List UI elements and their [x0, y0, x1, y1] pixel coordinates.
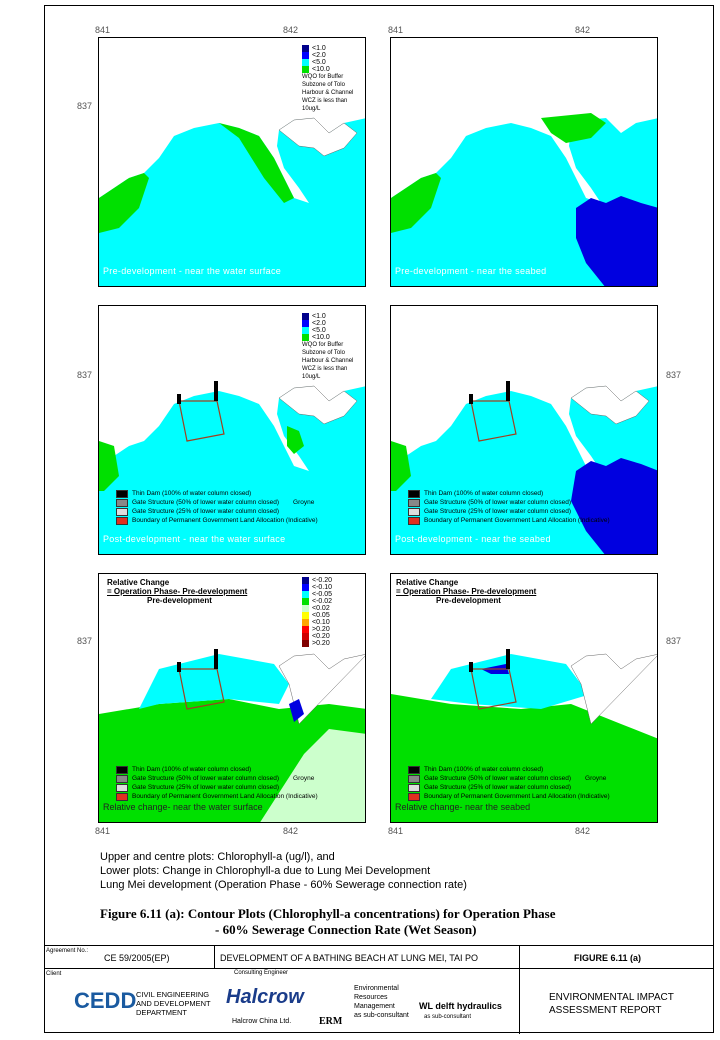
panel-post-surface: Post-development - near the water surfac…: [98, 305, 366, 555]
y-tick-label: 837: [77, 370, 93, 380]
legend-swatch: [302, 598, 309, 605]
legend-item: <2.0: [302, 52, 353, 59]
x-tick-label: 841: [95, 826, 111, 836]
panel-caption: Relative change- near the water surface: [103, 802, 263, 812]
panel-caption: Post-development - near the seabed: [395, 534, 551, 544]
report-title: ENVIRONMENTAL IMPACT ASSESSMENT REPORT: [549, 992, 674, 1016]
legend-item: >0.20: [302, 640, 332, 647]
legend-note: WQO for Buffer: [302, 74, 344, 80]
legend-swatch: [302, 52, 309, 59]
panel-post-seabed: Post-development - near the seabed: [390, 305, 658, 555]
legend-swatch: [302, 619, 309, 626]
legend-item: <0.05: [302, 612, 332, 619]
legend-note: 10ug/L: [302, 106, 321, 112]
x-tick-label: 842: [283, 25, 299, 35]
legend-item: <5.0: [302, 327, 353, 334]
panel-caption: Post-development - near the water surfac…: [103, 534, 286, 544]
y-tick-label: 837: [77, 101, 93, 111]
contour-map: [99, 38, 365, 286]
relative-change-title: Relative Change = Operation Phase- Pre-d…: [396, 578, 537, 605]
contour-map: [99, 306, 365, 554]
legend-note: WCZ is less than: [302, 366, 348, 372]
change-legend: <-0.20 <-0.10 <-0.05 <-0.02 <0.02 <0.05 <0.10 >…: [302, 577, 332, 647]
legend-item: <10.0: [302, 334, 353, 341]
contour-map: [391, 38, 657, 286]
contour-map: [391, 306, 657, 554]
panel-change-seabed: Relative change- near the seabed: [390, 573, 658, 823]
legend-item: <0.02: [302, 605, 332, 612]
legend-item: <-0.20: [302, 577, 332, 584]
structure-legend: Thin Dam (100% of water column closed) G…: [408, 765, 610, 801]
figure-sheet: [44, 5, 714, 1033]
legend-note: WQO for Buffer: [302, 342, 344, 348]
legend-swatch: [302, 626, 309, 633]
legend-item: >0.20: [302, 626, 332, 633]
cedd-name: CIVIL ENGINEERING AND DEVELOPMENT DEPARTME…: [136, 990, 211, 1017]
legend-swatch: [302, 66, 309, 73]
relative-change-title: Relative Change = Operation Phase- Pre-d…: [107, 578, 248, 605]
figure-notes: Upper and centre plots: Chlorophyll-a (u…: [100, 851, 467, 891]
y-tick-label: 837: [77, 636, 93, 646]
panel-change-surface: Relative change- near the water surface: [98, 573, 366, 823]
legend-swatch: [302, 313, 309, 320]
legend-item: <0.10: [302, 619, 332, 626]
figure-title: Figure 6.11 (a): Contour Plots (Chloroph…: [100, 906, 556, 937]
legend-item: <1.0: [302, 45, 353, 52]
panel-caption: Pre-development - near the seabed: [395, 266, 547, 276]
panel-caption: Pre-development - near the water surface: [103, 266, 282, 276]
contour-map: [391, 574, 657, 822]
delft-logo: WL delft hydraulics: [419, 1001, 502, 1011]
legend-swatch: [302, 320, 309, 327]
structure-legend: Thin Dam (100% of water column closed) G…: [116, 489, 318, 525]
legend-item: <0.20: [302, 633, 332, 640]
x-tick-label: 841: [388, 25, 404, 35]
legend-swatch: [302, 45, 309, 52]
legend-note: Subzone of Tolo: [302, 82, 345, 88]
x-tick-label: 841: [95, 25, 111, 35]
panel-caption: Relative change- near the seabed: [395, 802, 531, 812]
legend-swatch: [302, 327, 309, 334]
x-tick-label: 841: [388, 826, 404, 836]
legend-item: <-0.05: [302, 591, 332, 598]
x-tick-label: 842: [283, 826, 299, 836]
legend-swatch: [302, 59, 309, 66]
halcrow-logo: Halcrow: [226, 986, 304, 1008]
legend-swatch: [302, 334, 309, 341]
panel-pre-seabed: Pre-development - near the seabed: [390, 37, 658, 287]
erm-logo: ERM: [319, 1016, 343, 1027]
legend-swatch: [302, 633, 309, 640]
legend-item: <10.0: [302, 66, 353, 73]
structure-legend: Thin Dam (100% of water column closed) G…: [116, 765, 318, 801]
concentration-legend: <1.0 <2.0 <5.0 <10.0 WQO for Buffer Subzone o…: [302, 45, 353, 113]
x-tick-label: 842: [575, 826, 591, 836]
concentration-legend: <1.0 <2.0 <5.0 <10.0 WQO for Buffer Subzone o…: [302, 313, 353, 381]
legend-note: Harbour & Channel: [302, 358, 354, 364]
title-block: Agreement No.: CE 59/2005(EP) DEVELOPMEN…: [44, 945, 714, 1034]
legend-swatch: [302, 640, 309, 647]
legend-swatch: [302, 591, 309, 598]
cedd-logo: CEDD: [74, 988, 137, 1013]
legend-item: <1.0: [302, 313, 353, 320]
legend-note: 10ug/L: [302, 374, 321, 380]
y-tick-label: 837: [666, 370, 682, 380]
legend-item: <-0.10: [302, 584, 332, 591]
legend-swatch: [302, 605, 309, 612]
y-tick-label: 837: [666, 636, 682, 646]
panel-pre-surface: Pre-development - near the water surface: [98, 37, 366, 287]
legend-note: WCZ is less than: [302, 98, 348, 104]
legend-item: <-0.02: [302, 598, 332, 605]
legend-swatch: [302, 577, 309, 584]
contour-map: [99, 574, 365, 822]
legend-note: Subzone of Tolo: [302, 350, 345, 356]
legend-swatch: [302, 584, 309, 591]
structure-legend: Thin Dam (100% of water column closed) G…: [408, 489, 610, 525]
x-tick-label: 842: [575, 25, 591, 35]
legend-swatch: [302, 612, 309, 619]
legend-item: <5.0: [302, 59, 353, 66]
legend-note: Harbour & Channel: [302, 90, 354, 96]
legend-item: <2.0: [302, 320, 353, 327]
